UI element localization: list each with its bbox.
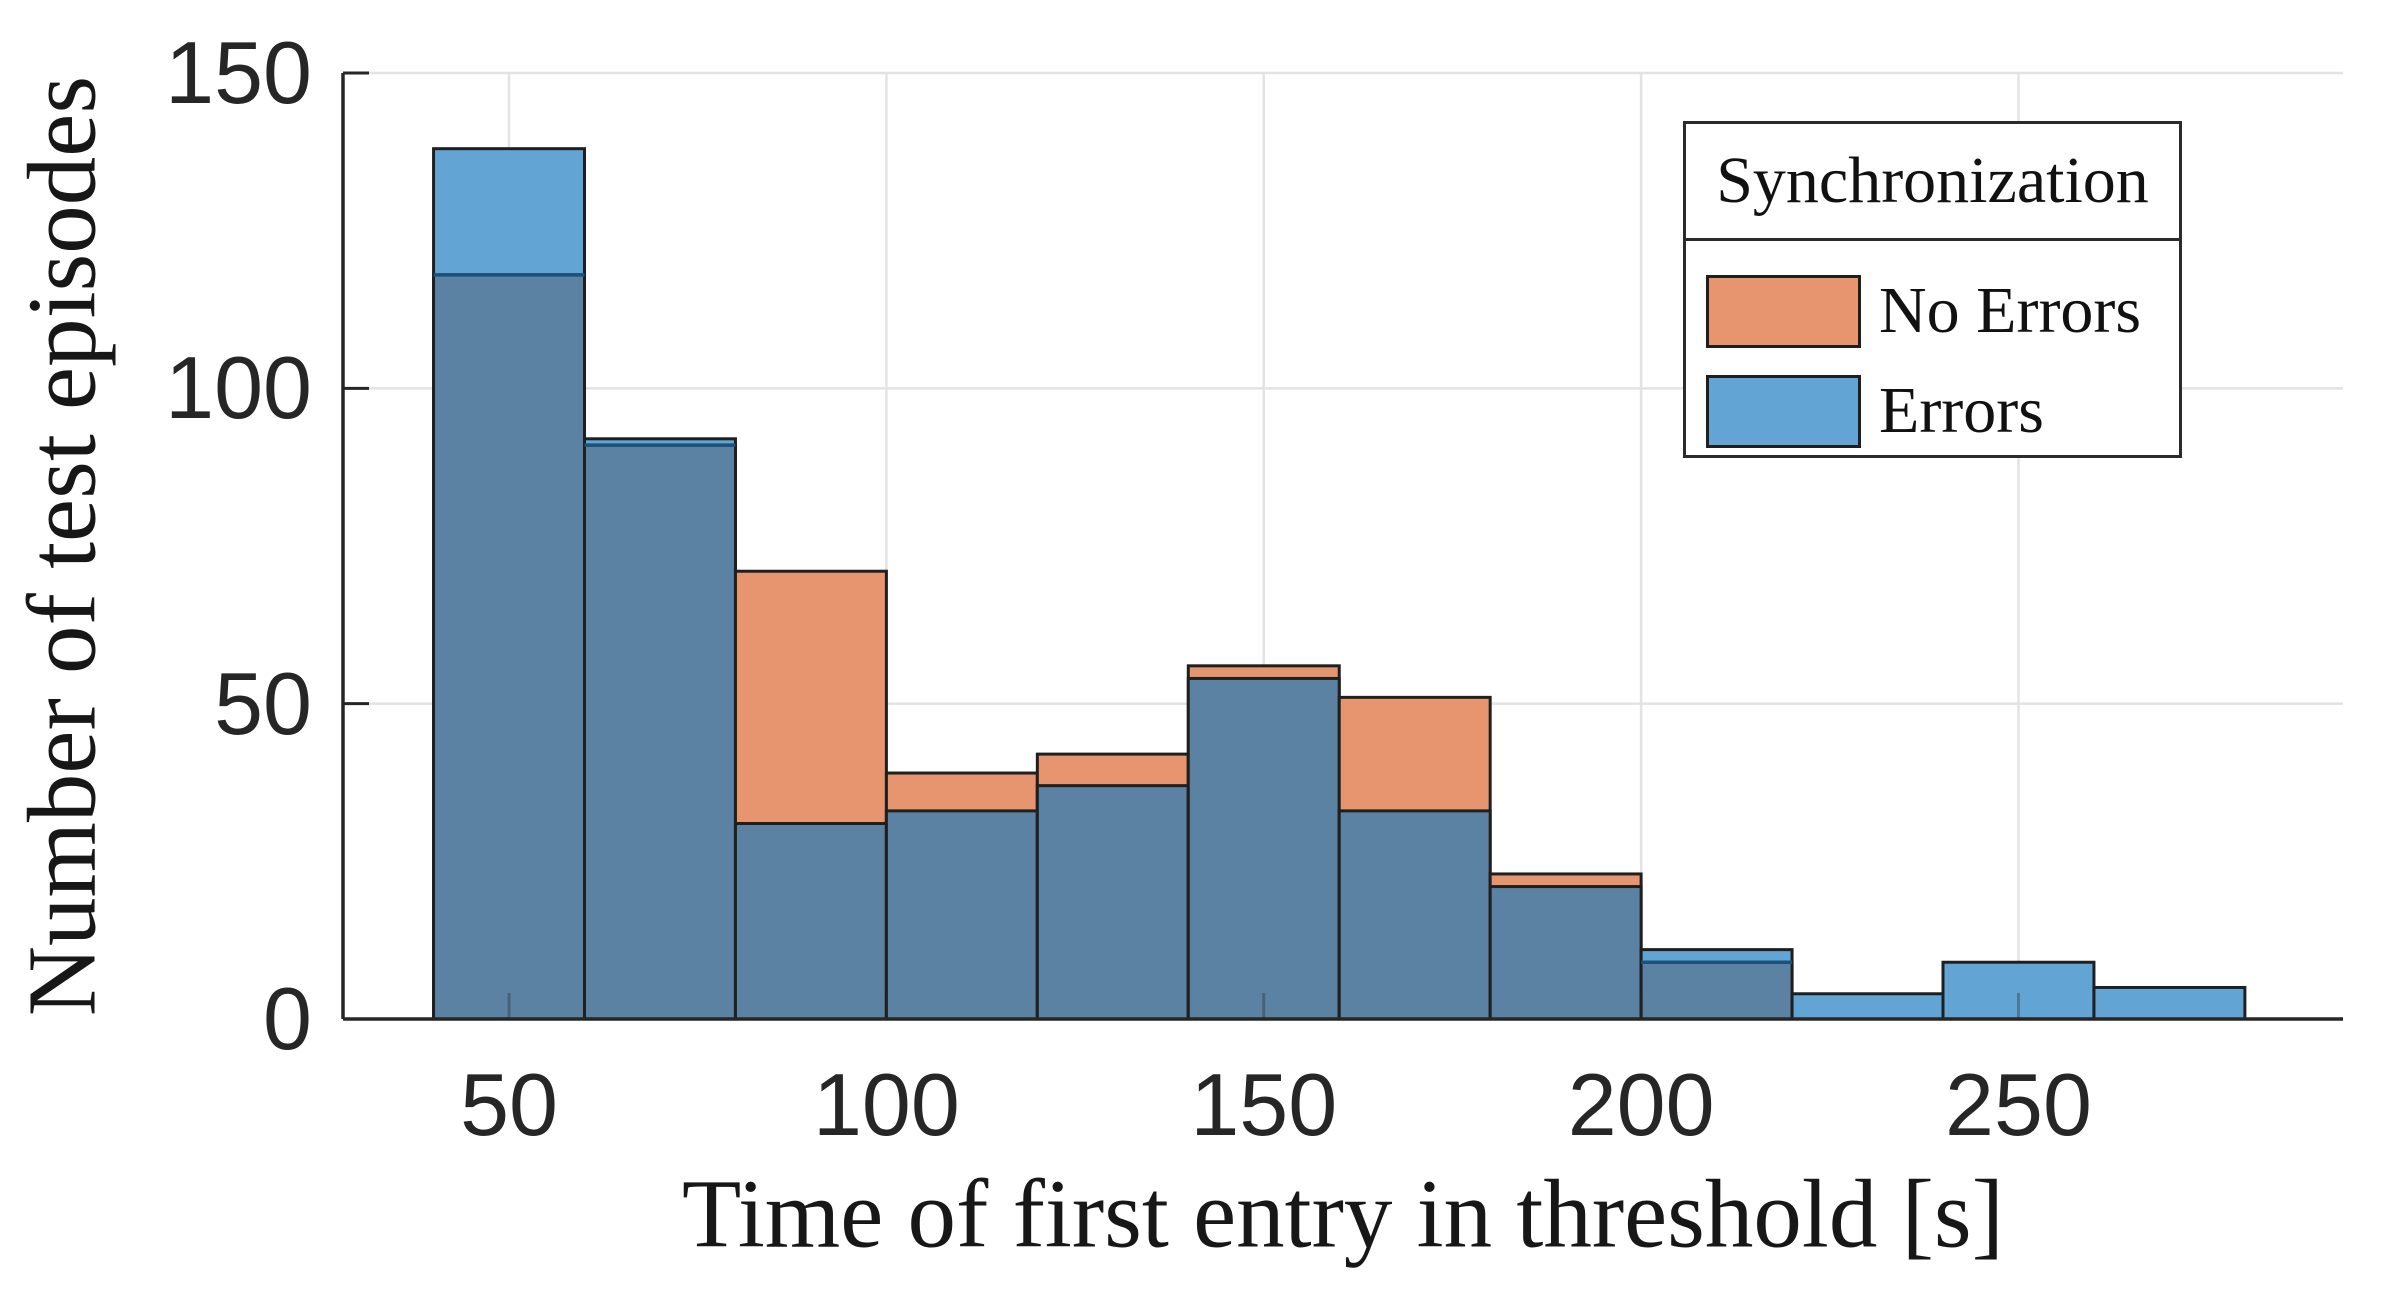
- histogram-bar: [1941, 960, 2096, 1021]
- histogram-bar-overlap: [884, 809, 1039, 1021]
- x-tick-label: 200: [1567, 1055, 1715, 1154]
- y-tick-label: 100: [165, 338, 312, 438]
- legend-item: No Errors: [1686, 261, 2179, 361]
- histogram-bar: [1790, 992, 1945, 1021]
- x-tick-label: 50: [460, 1055, 558, 1154]
- histogram-bar-overlap: [1337, 809, 1492, 1021]
- histogram-bar-overlap: [1035, 784, 1190, 1021]
- legend-swatch: [1706, 374, 1861, 448]
- legend-items: No Errors Errors: [1686, 241, 2179, 461]
- x-tick-label: 150: [1190, 1055, 1338, 1154]
- legend-box: Synchronization No Errors Errors: [1683, 121, 2182, 458]
- histogram-bar-overlap: [432, 273, 587, 1021]
- histogram-bar-overlap: [733, 821, 888, 1021]
- y-tick-label: 150: [165, 23, 312, 122]
- y-tick-label: 50: [214, 653, 312, 753]
- y-tick-label: 0: [263, 969, 312, 1068]
- legend-item: Errors: [1686, 361, 2179, 461]
- histogram-bar-overlap: [1639, 960, 1794, 1021]
- histogram-bar-overlap: [583, 443, 737, 1021]
- histogram-bar: [2092, 985, 2247, 1021]
- histogram-bar-overlap: [1488, 885, 1643, 1021]
- legend-title: Synchronization: [1686, 124, 2179, 241]
- histogram-bar-overlap: [1186, 676, 1341, 1021]
- legend-label: No Errors: [1879, 274, 2142, 347]
- x-tick-label: 250: [1945, 1055, 2092, 1154]
- legend-label: Errors: [1879, 374, 2044, 447]
- x-tick-label: 100: [812, 1055, 960, 1154]
- legend-swatch: [1706, 274, 1861, 348]
- x-axis-label: Time of first entry in threshold [s]: [682, 1160, 2004, 1268]
- y-axis-label: Number of test episodes: [8, 75, 116, 1017]
